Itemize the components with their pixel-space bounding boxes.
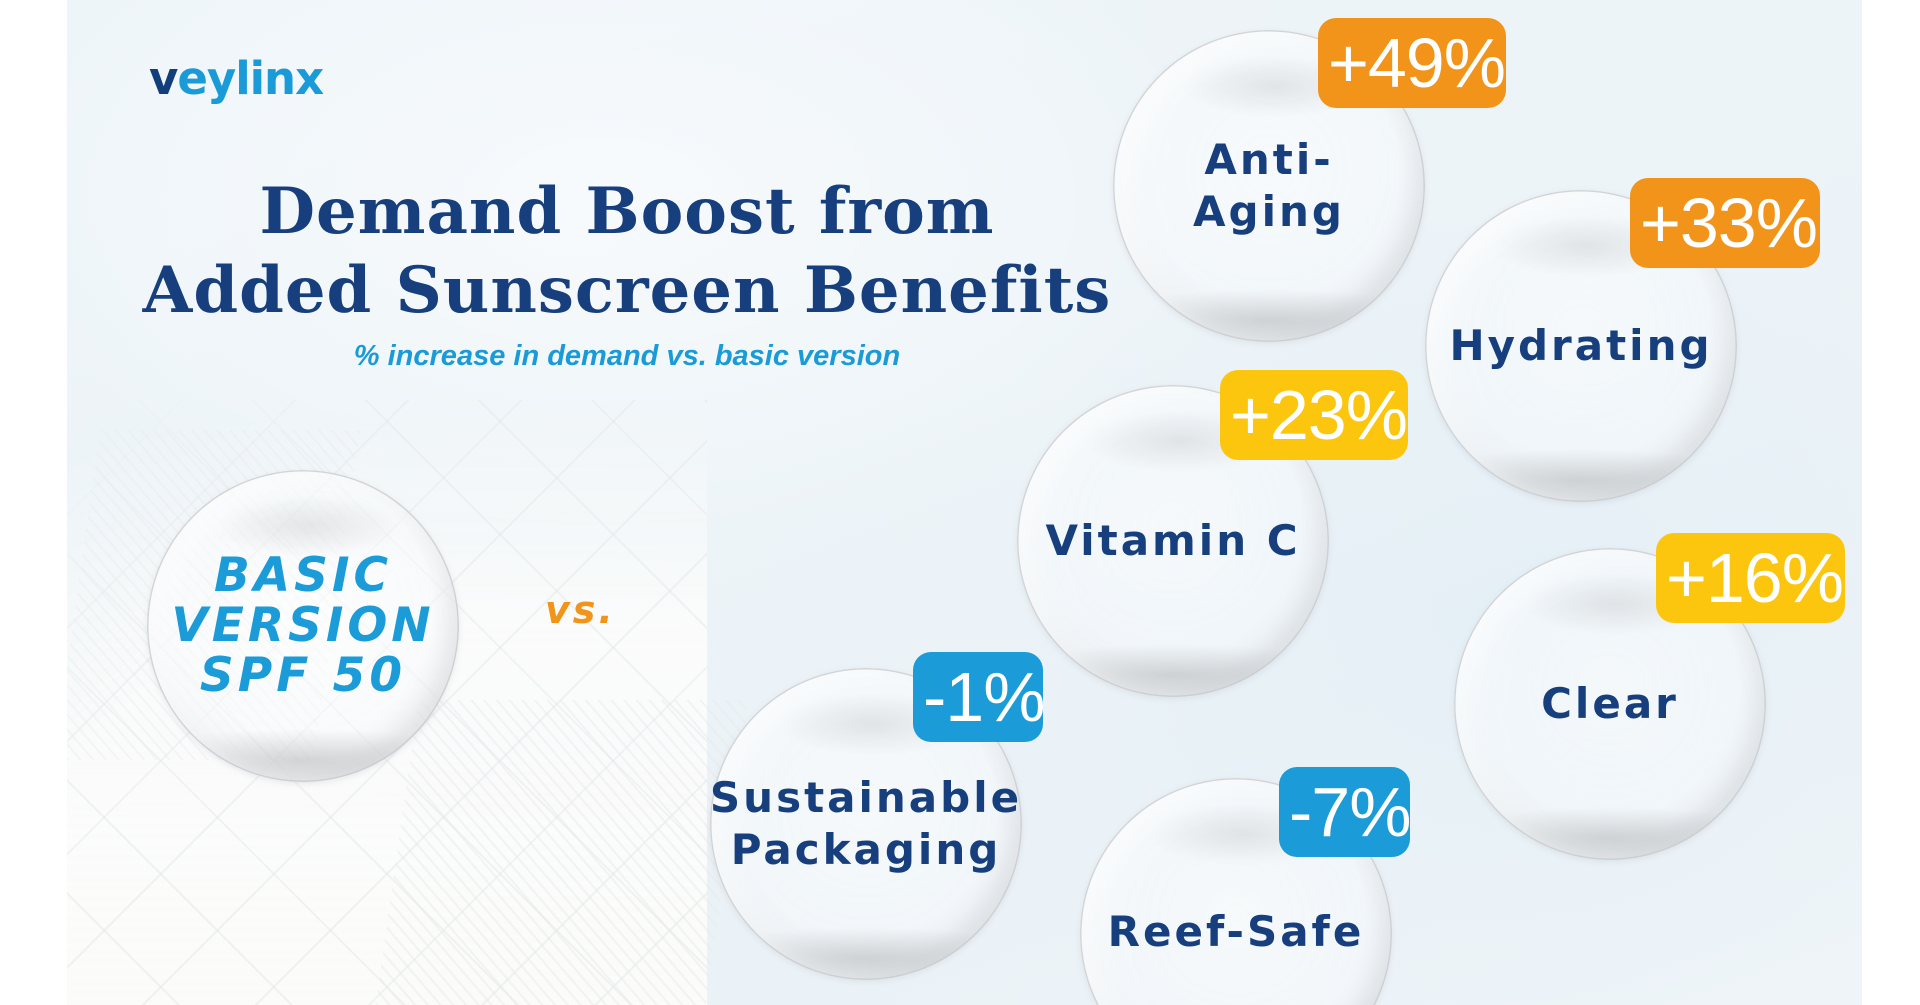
benefit-label-line-2: Packaging	[730, 825, 1002, 874]
title-line-2: Added Sunscreen Benefits	[142, 253, 1112, 328]
page-title: Demand Boost from Added Sunscreen Benefi…	[107, 172, 1147, 330]
badge-reef-safe: -7%	[1279, 767, 1411, 857]
benefit-label: Anti- Aging	[1193, 134, 1345, 238]
badge-clear: +16%	[1656, 533, 1845, 623]
vs-label: vs.	[545, 588, 616, 632]
veylinx-logo: veylinx	[149, 52, 324, 105]
badge-anti-aging: +49%	[1318, 18, 1506, 108]
logo-text: eylinx	[177, 52, 324, 105]
title-line-1: Demand Boost from	[259, 174, 995, 249]
basic-line-3: SPF 50	[199, 648, 407, 703]
benefit-label: Hydrating	[1449, 321, 1713, 370]
basic-version-bubble: BASIC VERSION SPF 50	[147, 470, 459, 782]
logo-v: v	[149, 52, 178, 105]
basic-line-1: BASIC	[213, 548, 393, 603]
page-subtitle: % increase in demand vs. basic version	[353, 340, 901, 372]
decorative-stripes	[375, 700, 749, 1005]
benefit-label: Vitamin C	[1045, 516, 1301, 565]
benefit-label: Sustainable Packaging	[710, 772, 1022, 876]
benefit-label-line-1: Sustainable	[709, 773, 1023, 822]
basic-line-2: VERSION	[171, 598, 435, 653]
bubble-hydrating: Hydrating	[1425, 190, 1737, 502]
benefit-label-line-1: Anti-	[1204, 135, 1334, 184]
benefit-label: Reef-Safe	[1107, 907, 1365, 956]
badge-sustainable-packaging: -1%	[913, 652, 1045, 742]
badge-vitamin-c: +23%	[1220, 370, 1408, 460]
basic-version-label: BASIC VERSION SPF 50	[171, 551, 434, 701]
badge-hydrating: +33%	[1630, 178, 1820, 268]
infographic-canvas: veylinx Demand Boost from Added Sunscree…	[67, 0, 1862, 1005]
benefit-label-line-2: Aging	[1193, 187, 1345, 236]
benefit-label: Clear	[1541, 679, 1679, 728]
